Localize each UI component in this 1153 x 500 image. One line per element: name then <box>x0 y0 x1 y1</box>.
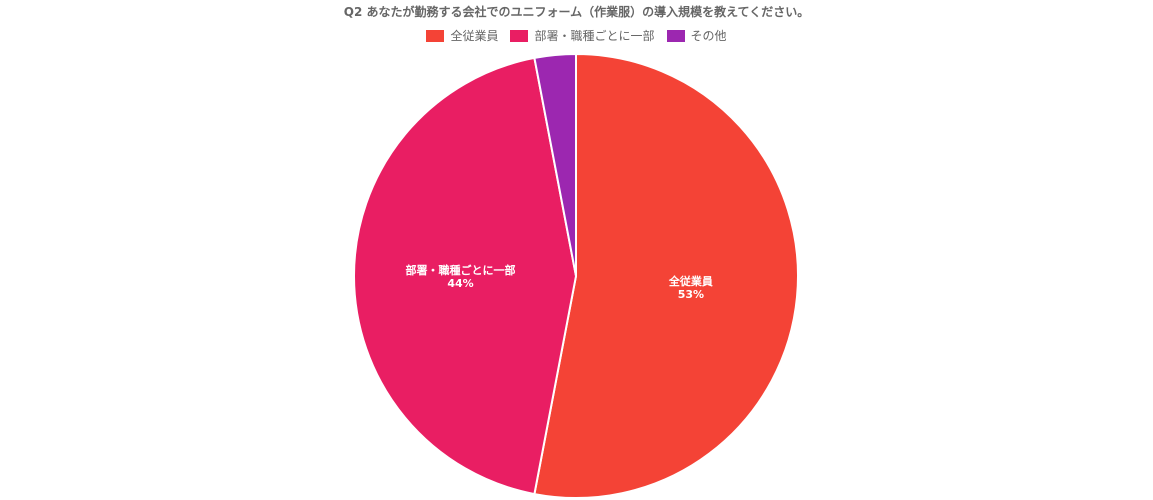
legend-swatch <box>666 29 685 42</box>
legend-item-all-employees[interactable]: 全従業員 <box>426 27 498 44</box>
legend-label: 部署・職種ごとに一部 <box>534 29 655 43</box>
legend-item-other[interactable]: その他 <box>666 27 727 44</box>
slice-all-employees[interactable] <box>533 52 799 499</box>
slice-label-value: 44% <box>447 277 473 290</box>
slice-label-name: 全従業員 <box>668 274 713 288</box>
legend-swatch <box>510 29 529 42</box>
slice-other[interactable] <box>533 52 577 277</box>
slice-partial[interactable] <box>352 56 578 496</box>
legend-swatch <box>426 29 445 42</box>
slice-label-value: 53% <box>678 288 704 301</box>
legend-item-partial[interactable]: 部署・職種ごとに一部 <box>510 27 655 44</box>
chart-title: Q2 あなたが勤務する会社でのユニフォーム（作業服）の導入規模を教えてください。 <box>343 5 810 19</box>
slice-label-name: 部署・職種ごとに一部 <box>406 263 516 277</box>
chart-legend: 全従業員 部署・職種ごとに一部 その他 <box>0 27 1153 44</box>
legend-label: その他 <box>690 29 727 43</box>
legend-label: 全従業員 <box>450 29 499 43</box>
